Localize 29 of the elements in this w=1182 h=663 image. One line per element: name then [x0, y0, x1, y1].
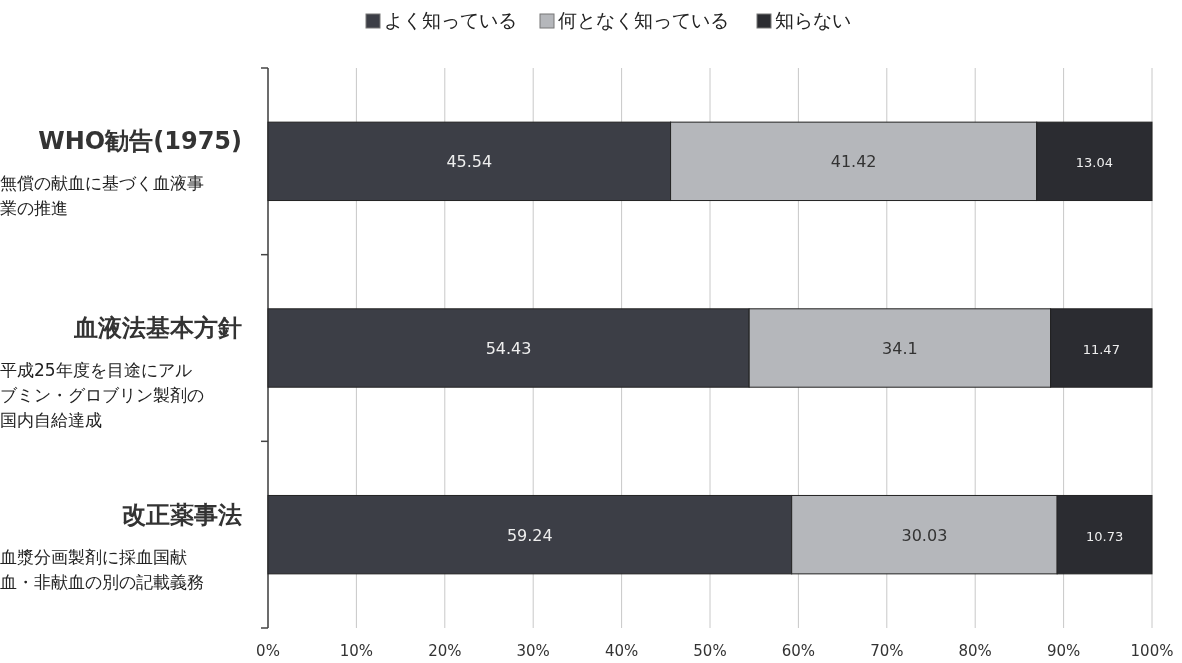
y-tick-label: WHO勧告(1975) — [38, 127, 242, 156]
data-label: 11.47 — [1082, 342, 1120, 357]
x-tick-label: 40% — [604, 642, 639, 660]
data-label: 59.24 — [506, 525, 553, 545]
x-tick-label: 90% — [1046, 642, 1081, 660]
data-label: 30.03 — [901, 525, 948, 545]
x-tick-label: 10% — [339, 642, 374, 660]
y-tick-label: 血液法基本方針 — [73, 314, 242, 342]
annotation: 血漿分画製剤に採血国献血・非献血の別の記載義務 — [0, 545, 205, 594]
legend-label: よく知っている — [384, 9, 517, 31]
x-tick-label: 100% — [1130, 642, 1174, 660]
data-label: 10.73 — [1085, 528, 1124, 544]
x-tick-label: 0% — [256, 642, 280, 660]
y-tick-label: 改正薬事法 — [122, 500, 242, 529]
annotation: 無償の献血に基づく血液事業の推進 — [0, 172, 205, 221]
x-tick-label: 70% — [870, 642, 904, 660]
data-label: 45.54 — [446, 152, 493, 172]
data-label: 34.1 — [882, 339, 918, 358]
x-tick-label: 60% — [781, 642, 816, 660]
annotation: 平成25年度を目途にアルブミン・グロブリン製剤の国内自給達成 — [0, 359, 205, 432]
x-tick-label: 30% — [516, 642, 550, 660]
x-tick-label: 50% — [693, 642, 727, 660]
x-tick-label: 20% — [428, 642, 462, 660]
x-tick-label: 80% — [958, 642, 992, 660]
data-label: 54.43 — [485, 339, 532, 358]
legend-label: 知らない — [775, 9, 851, 31]
data-label: 13.04 — [1075, 155, 1113, 171]
data-label: 41.42 — [830, 152, 877, 172]
legend-label: 何となく知っている — [558, 9, 729, 31]
